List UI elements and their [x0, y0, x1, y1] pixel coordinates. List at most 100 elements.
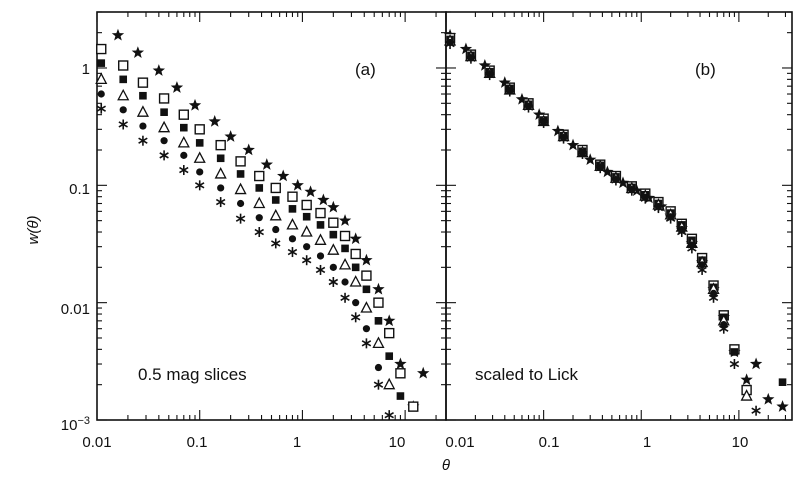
asterisk-point — [558, 133, 569, 144]
open-triangle-point — [158, 120, 171, 133]
asterisk-point — [373, 379, 384, 390]
filled-square-point — [288, 205, 297, 213]
asterisk-point — [340, 292, 350, 303]
star-point — [566, 138, 580, 151]
b-x-tick-label-10: 10 — [732, 434, 749, 451]
star-point — [360, 253, 373, 266]
asterisk-point — [677, 227, 687, 238]
open-triangle-point — [253, 196, 266, 209]
filled-circle-point — [119, 106, 127, 114]
open-triangle-point — [117, 88, 130, 101]
filled-square-point — [341, 244, 349, 253]
y-tick-label-1e-3: 10−3 — [61, 415, 90, 434]
asterisk-point — [361, 338, 372, 349]
star-point — [188, 98, 202, 111]
star-point — [459, 42, 473, 55]
star-point — [224, 130, 237, 142]
filled-circle-point — [352, 299, 360, 307]
filled-square-point — [385, 352, 394, 360]
x-axis-label: θ — [442, 457, 450, 474]
star-point — [131, 46, 145, 58]
filled-circle-point — [341, 278, 349, 286]
filled-circle-point — [180, 151, 188, 159]
star-point — [417, 366, 430, 379]
a-x-tick-label-0-1: 0.1 — [187, 434, 208, 451]
open-square-point — [118, 60, 129, 71]
filled-circle-point — [288, 235, 297, 243]
filled-square-point — [778, 378, 787, 386]
filled-circle-point — [236, 199, 245, 208]
star-point — [260, 158, 273, 170]
asterisk-point — [271, 238, 281, 249]
asterisk-point — [505, 86, 515, 97]
open-square-point — [408, 401, 419, 412]
open-triangle-point — [269, 208, 282, 221]
open-square-point — [373, 297, 384, 308]
open-square-point — [270, 182, 281, 194]
star-point — [515, 92, 529, 105]
filled-circle-point — [303, 243, 311, 251]
star-point — [349, 232, 362, 245]
open-triangle-point — [349, 275, 362, 287]
star-point — [152, 64, 166, 76]
asterisk-point — [665, 213, 676, 224]
asterisk-point — [254, 227, 264, 238]
star-point — [111, 28, 125, 41]
open-triangle-point — [286, 217, 299, 230]
star-point — [584, 153, 597, 166]
filled-square-point — [396, 392, 405, 400]
asterisk-point — [577, 148, 588, 159]
star-point — [317, 193, 330, 206]
filled-circle-point — [139, 122, 147, 130]
star-point — [601, 165, 614, 178]
star-point — [291, 178, 304, 191]
open-square-point — [96, 43, 107, 55]
filled-circle-point — [316, 252, 325, 260]
asterisk-point — [611, 175, 621, 186]
star-point — [277, 169, 290, 182]
filled-square-point — [160, 108, 168, 116]
panel-a-frame — [96, 11, 447, 421]
open-triangle-point — [383, 377, 396, 390]
b-x-tick-label-0-01: 0.01 — [445, 434, 474, 451]
asterisk-point — [301, 255, 312, 266]
tick-marks — [96, 11, 792, 421]
asterisk-point — [445, 39, 455, 50]
filled-square-point — [362, 285, 371, 294]
asterisk-point — [751, 405, 761, 416]
star-point — [208, 114, 221, 127]
asterisk-point — [179, 165, 189, 176]
open-square-point — [384, 327, 395, 339]
star-point — [762, 392, 775, 405]
star-point — [740, 373, 753, 386]
asterisk-point — [719, 323, 729, 334]
asterisk-point — [194, 180, 205, 191]
asterisk-point — [159, 150, 169, 161]
open-square-point — [350, 248, 361, 260]
panel-a-label: (a) — [355, 60, 376, 79]
filled-square-point — [329, 230, 338, 239]
filled-circle-point — [255, 214, 263, 222]
panel-a-points — [95, 28, 430, 421]
open-square-point — [178, 109, 189, 120]
star-point — [749, 357, 763, 370]
star-point — [498, 76, 511, 88]
filled-square-point — [119, 75, 128, 84]
open-triangle-point — [300, 225, 313, 237]
filled-circle-point — [217, 184, 225, 192]
star-point — [394, 357, 407, 370]
star-point — [304, 185, 317, 198]
filled-circle-point — [362, 325, 371, 333]
star-point — [383, 314, 396, 327]
filled-square-point — [374, 317, 383, 325]
a-x-tick-label-1: 1 — [293, 434, 301, 451]
open-triangle-point — [314, 233, 327, 245]
open-square-point — [254, 170, 265, 182]
open-triangle-point — [360, 301, 373, 313]
filled-square-point — [97, 59, 106, 67]
filled-circle-point — [160, 137, 168, 145]
asterisk-point — [729, 359, 740, 370]
filled-circle-point — [196, 168, 204, 176]
open-square-point — [315, 207, 326, 219]
